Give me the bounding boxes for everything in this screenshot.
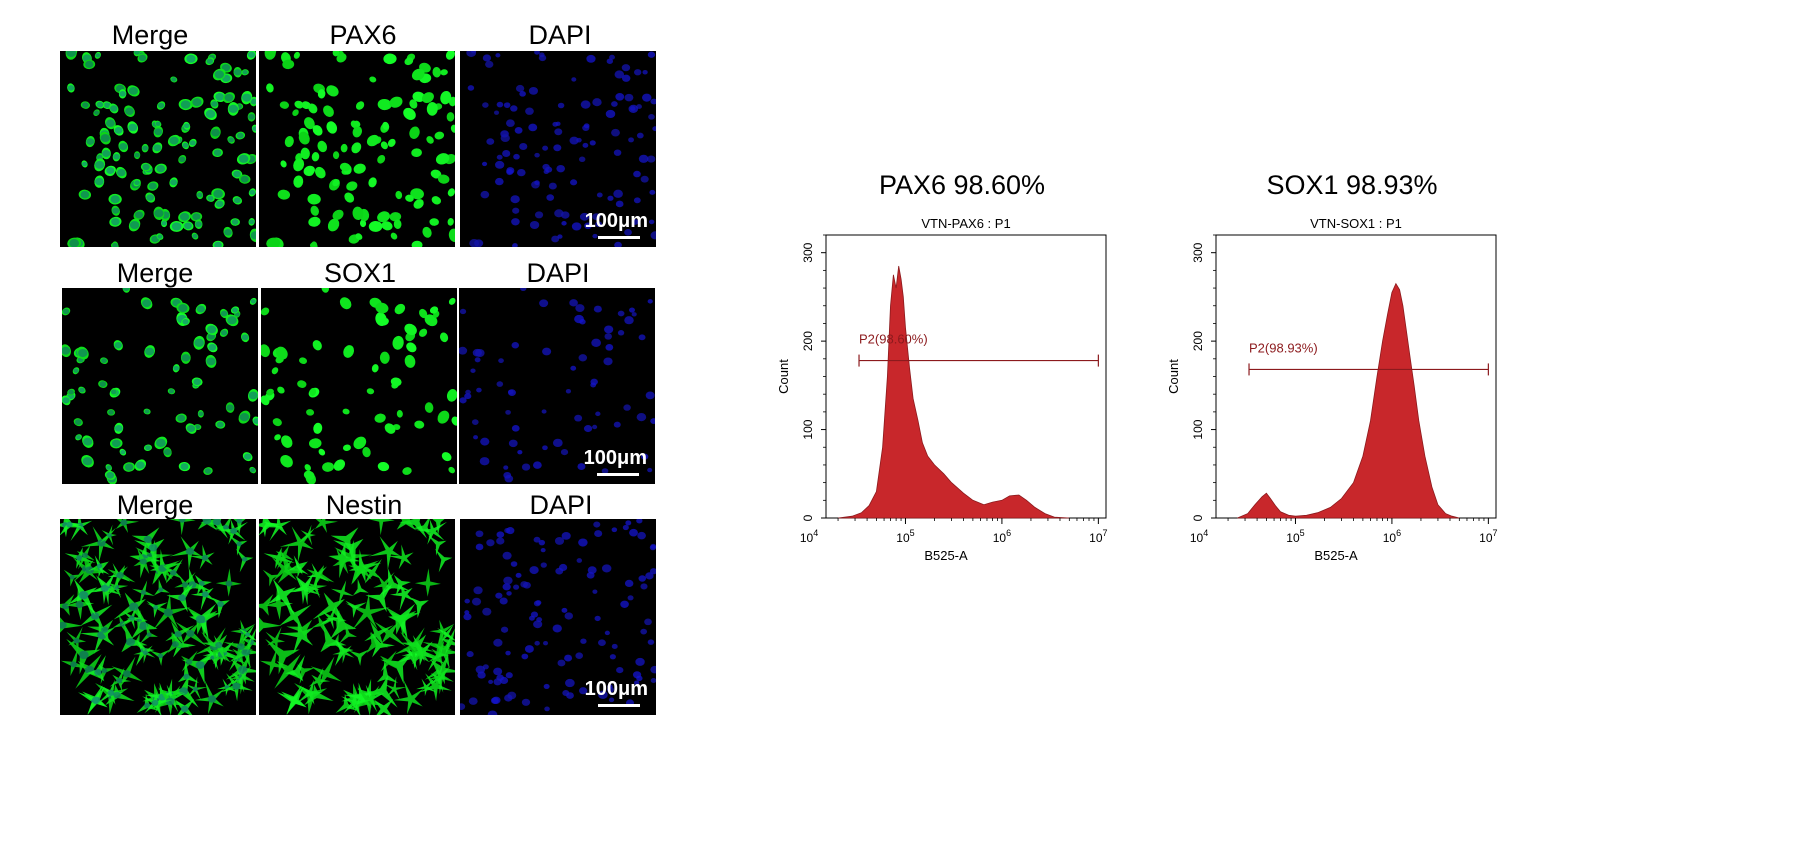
row1-scale-label: 100μm <box>584 210 648 232</box>
flow-chart-1-xtick-label-3: 107 <box>1089 528 1107 545</box>
row1-label-merge: Merge <box>111 20 189 50</box>
row1-pax6-image <box>259 51 455 247</box>
flow-chart-1-xtick-label-2: 106 <box>993 528 1011 545</box>
row3-scale-label: 100μm <box>584 678 648 700</box>
flow-chart-2-ylabel: Count <box>1166 359 1181 394</box>
flow-chart-1-gate-label: P2(98.60%) <box>859 332 928 347</box>
flow-chart-2-xtick-label-0: 104 <box>1190 528 1208 545</box>
flow-chart-1-ylabel: Count <box>776 359 791 394</box>
flow-chart-1-xtick-label-1: 105 <box>896 528 914 545</box>
flow-chart-1-xlabel: B525-A <box>924 548 968 563</box>
flow-chart-2-xtick-label-3: 107 <box>1479 528 1497 545</box>
flow-chart-2: VTN-SOX1 : P1 0 100 200 300 104 105 106 107 P2(98… <box>1166 216 1498 563</box>
row3-label-nestin: Nestin <box>325 490 403 520</box>
flow-chart-1-subtitle: VTN-PAX6 : P1 <box>921 216 1010 231</box>
flow-chart-1-ytick-label-3: 300 <box>801 242 815 262</box>
flow-chart-2-xlabel: B525-A <box>1314 548 1358 563</box>
flow-chart-1: VTN-PAX6 : P1 0 100 200 300 104 105 106 107 P2(98… <box>776 216 1108 563</box>
flow-chart-2-xtick-label-2: 106 <box>1383 528 1401 545</box>
row1-label-dapi: DAPI <box>528 20 592 50</box>
flow-chart-2-ytick-label-0: 0 <box>1191 514 1205 521</box>
flow-chart-1-ytick-label-1: 100 <box>801 419 815 439</box>
row3-nestin-image <box>259 519 455 715</box>
flow-chart-2-ytick-label-3: 300 <box>1191 242 1205 262</box>
flow-chart-2-ytick-label-2: 200 <box>1191 331 1205 351</box>
flow-chart-2-ytick-label-1: 100 <box>1191 419 1205 439</box>
flow-chart-1-xtick-label-0: 104 <box>800 528 818 545</box>
row3-label-dapi: DAPI <box>529 490 593 520</box>
row3-dapi-image: 100μm <box>460 519 656 715</box>
flow-chart-1-histogram <box>838 265 1070 519</box>
row1-label-pax6: PAX6 <box>329 20 397 50</box>
flow-chart-2-xtick-label-1: 105 <box>1286 528 1304 545</box>
row2-scale-bar <box>597 473 639 476</box>
flow-chart-2-histogram <box>1237 282 1460 519</box>
flow-chart-1-ytick-label-2: 200 <box>801 331 815 351</box>
row2-sox1-image <box>261 288 457 484</box>
flow-chart-2-title: SOX1 98.93% <box>1266 170 1438 200</box>
row2-label-dapi: DAPI <box>526 258 590 288</box>
row1-dapi-image: 100μm <box>460 51 656 247</box>
flow-chart-1-ytick-label-0: 0 <box>801 514 815 521</box>
row2-merge-image <box>62 288 258 484</box>
row2-dapi-image: 100μm <box>459 288 655 484</box>
row3-scale-bar <box>598 704 640 707</box>
row3-label-merge: Merge <box>116 490 194 520</box>
row1-merge-image <box>60 51 256 247</box>
row2-label-merge: Merge <box>116 258 194 288</box>
flow-chart-2-gate-label: P2(98.93%) <box>1249 340 1318 355</box>
row2-label-sox1: SOX1 <box>323 258 397 288</box>
row2-scale-label: 100μm <box>583 447 647 469</box>
row3-merge-image <box>60 519 256 715</box>
flow-chart-1-title: PAX6 98.60% <box>878 170 1046 200</box>
row1-scale-bar <box>598 236 640 239</box>
flow-chart-2-subtitle: VTN-SOX1 : P1 <box>1310 216 1402 231</box>
flow-chart-1-plot-frame <box>825 234 1107 519</box>
